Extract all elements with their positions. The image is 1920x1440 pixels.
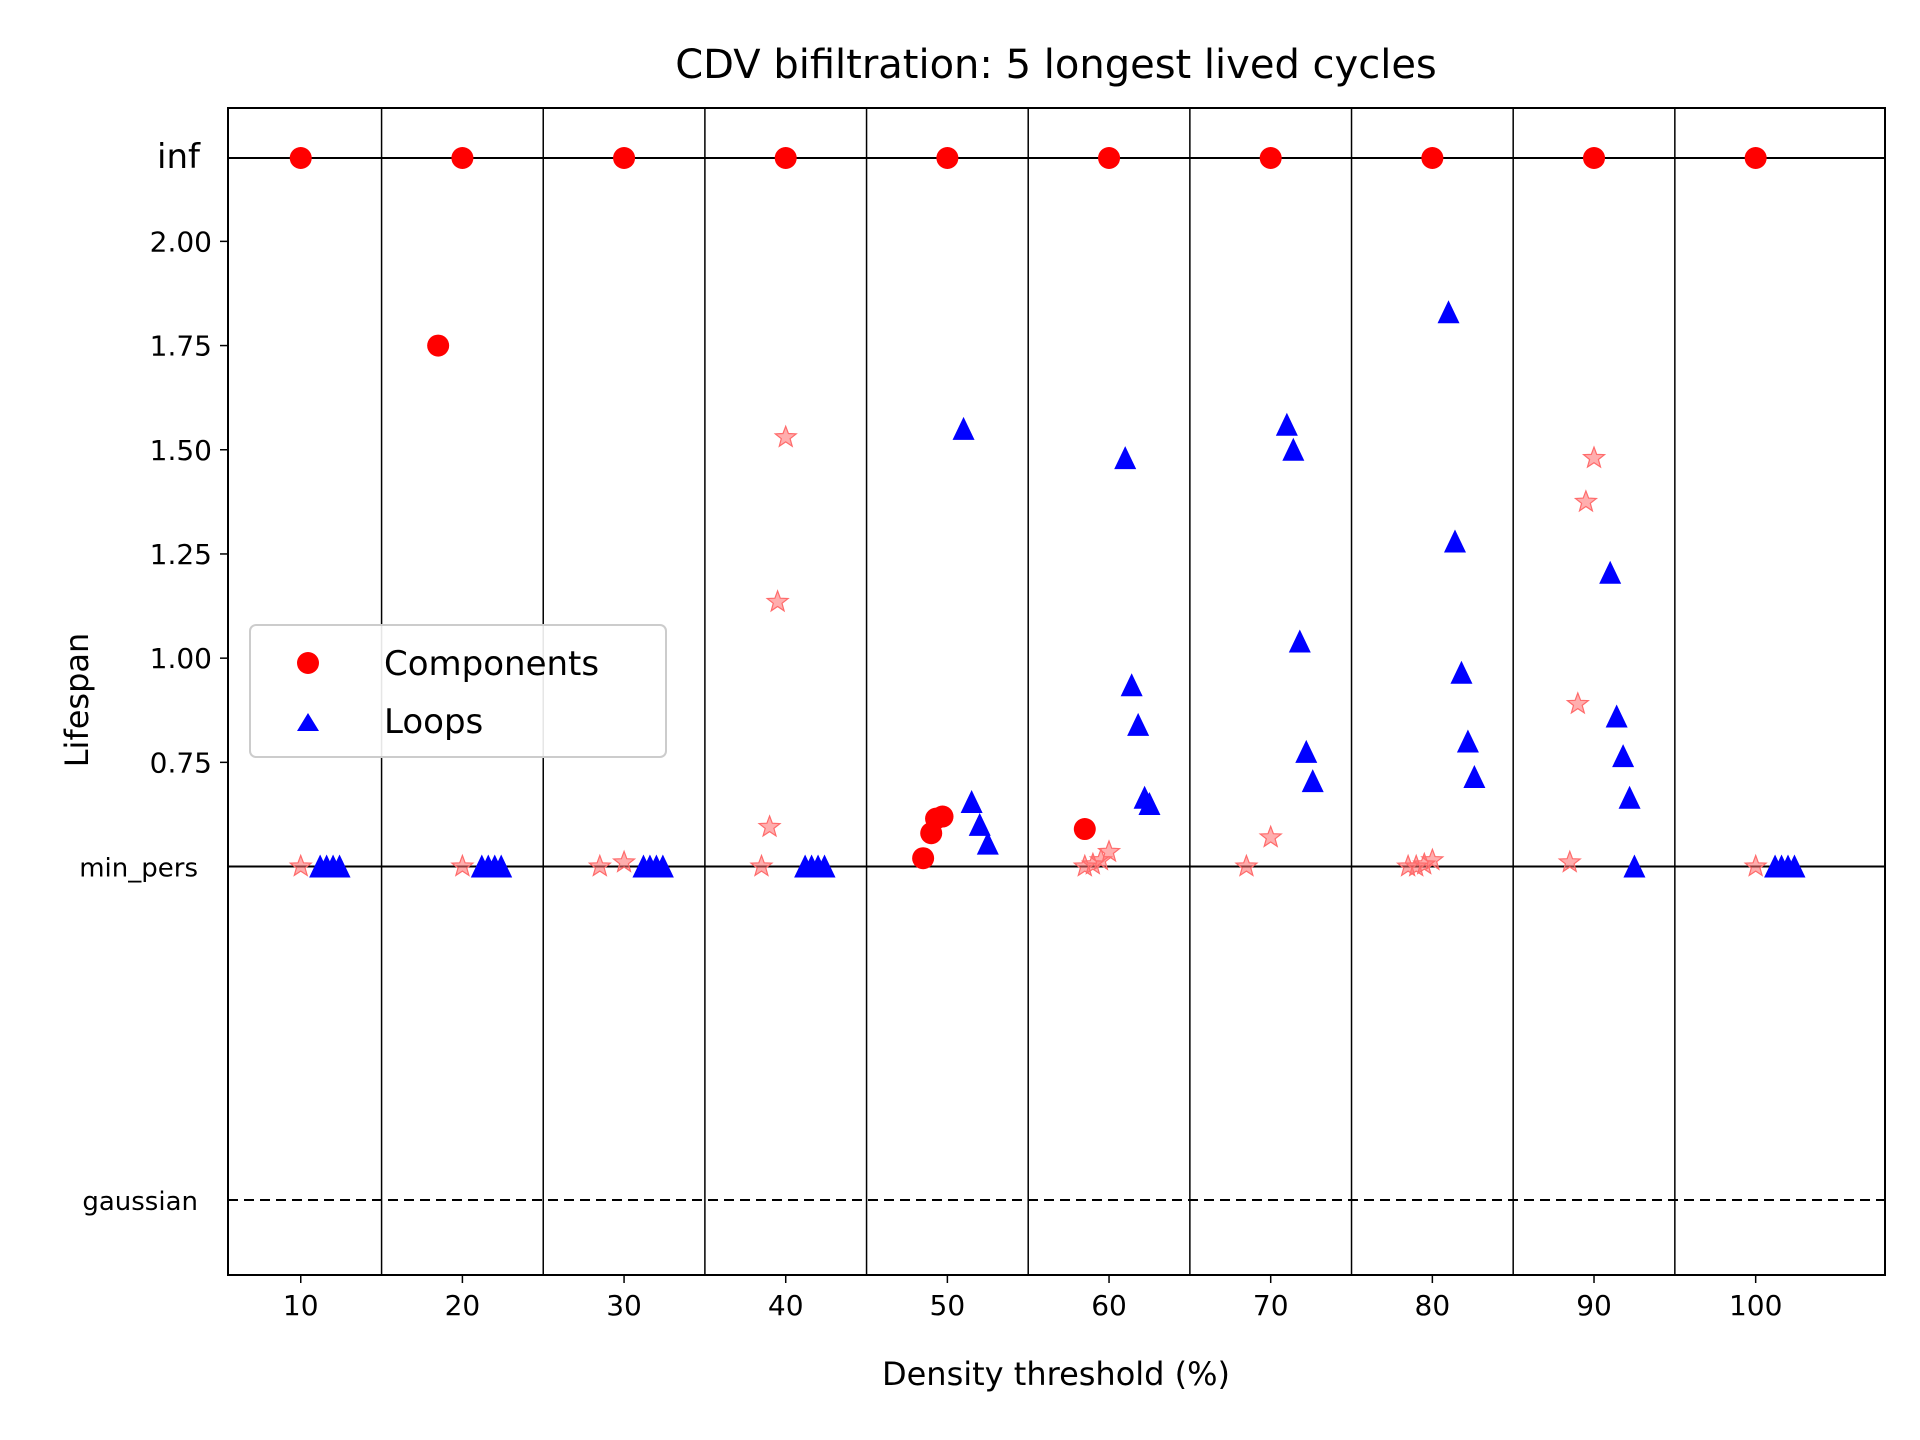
- star-point: [1420, 847, 1445, 871]
- x-tick-label: 40: [768, 1289, 804, 1322]
- y-tick-label-inf: inf: [157, 137, 201, 177]
- component-point: [1073, 818, 1096, 841]
- loop-point: [1443, 529, 1466, 553]
- star-point: [587, 853, 612, 877]
- legend: Components Loops: [249, 624, 667, 758]
- component-point: [613, 147, 636, 170]
- star-point: [1581, 445, 1607, 469]
- legend-loops-label: Loops: [384, 702, 483, 742]
- loop-point: [1450, 660, 1473, 684]
- component-point: [289, 147, 312, 170]
- data-marks: [288, 147, 1806, 878]
- legend-components-marker: [297, 652, 319, 674]
- loop-point: [1275, 412, 1298, 436]
- x-tick-label: 80: [1415, 1289, 1451, 1322]
- loop-point: [1605, 704, 1628, 728]
- loop-point: [952, 416, 975, 440]
- component-point: [1259, 147, 1282, 170]
- star-point: [1743, 853, 1768, 877]
- loop-point: [490, 854, 513, 878]
- component-point: [1583, 147, 1606, 170]
- loop-point: [1618, 785, 1641, 809]
- star-point: [288, 853, 313, 877]
- x-tick-label: 50: [930, 1289, 966, 1322]
- star-point: [773, 424, 798, 448]
- star-point: [450, 853, 475, 877]
- y-tick-label: 1.75: [150, 330, 212, 363]
- star-point: [1557, 849, 1582, 873]
- loop-point: [960, 789, 983, 813]
- star-point: [1573, 489, 1599, 513]
- x-tick-label: 10: [283, 1289, 319, 1322]
- x-tick-label: 90: [1576, 1289, 1612, 1322]
- loop-point: [651, 854, 674, 878]
- loop-point: [1282, 437, 1305, 461]
- loop-point: [1138, 792, 1161, 816]
- legend-loops-marker: [297, 713, 319, 731]
- loop-point: [1437, 300, 1460, 324]
- loop-point: [1114, 446, 1137, 470]
- loop-point: [968, 812, 991, 836]
- y-tick-label: 1.00: [150, 642, 212, 675]
- x-tick-label: 100: [1729, 1289, 1782, 1322]
- loop-point: [1295, 739, 1318, 763]
- star-point: [1565, 691, 1590, 715]
- loop-point: [1120, 673, 1143, 697]
- x-tick-label: 30: [606, 1289, 642, 1322]
- y-tick-label-min-pers: min_pers: [79, 854, 198, 884]
- loop-point: [1463, 764, 1486, 788]
- loop-point: [1301, 769, 1324, 793]
- loop-point: [976, 831, 999, 855]
- star-point: [757, 814, 782, 838]
- star-point: [1258, 824, 1283, 848]
- loop-point: [1599, 560, 1622, 584]
- star-point: [1234, 853, 1259, 877]
- component-point: [1421, 147, 1444, 170]
- chart-title: CDV bifiltration: 5 longest lived cycles: [675, 42, 1437, 88]
- loop-point: [1456, 729, 1479, 753]
- y-axis-label: Lifespan: [58, 633, 96, 768]
- loop-point: [1612, 744, 1635, 768]
- loop-point: [1127, 712, 1150, 736]
- star-point: [1096, 839, 1122, 863]
- y-tick-label: 2.00: [150, 225, 212, 258]
- component-point: [931, 805, 954, 828]
- plot-frame: [227, 107, 1886, 1276]
- star-point: [611, 849, 637, 873]
- loop-point: [1783, 854, 1806, 878]
- y-tick-label-gaussian: gaussian: [82, 1187, 198, 1217]
- legend-box: [249, 624, 667, 758]
- component-point: [774, 147, 797, 170]
- loop-point: [1623, 854, 1646, 878]
- component-point: [936, 147, 959, 170]
- component-point: [1098, 147, 1121, 170]
- star-point: [765, 589, 790, 613]
- component-point: [912, 847, 935, 870]
- loop-point: [813, 854, 836, 878]
- x-tick-label: 70: [1253, 1289, 1289, 1322]
- star-point: [749, 853, 774, 877]
- y-tick-label: 1.50: [150, 434, 212, 467]
- axis-ticks: 10 20 30 40 50 60 70 80 90 100 0.75 1.00 1.25 1.50 1.7…: [79, 137, 1782, 1322]
- loop-point: [1288, 629, 1311, 653]
- loop-point: [328, 854, 351, 878]
- y-tick-label: 0.75: [150, 746, 212, 779]
- component-point: [451, 147, 474, 170]
- x-tick-label: 20: [445, 1289, 481, 1322]
- x-tick-label: 60: [1091, 1289, 1127, 1322]
- legend-components-label: Components: [384, 644, 599, 684]
- component-point: [427, 334, 450, 357]
- y-tick-label: 1.25: [150, 538, 212, 571]
- x-axis-label: Density threshold (%): [882, 1355, 1230, 1393]
- component-point: [1744, 147, 1767, 170]
